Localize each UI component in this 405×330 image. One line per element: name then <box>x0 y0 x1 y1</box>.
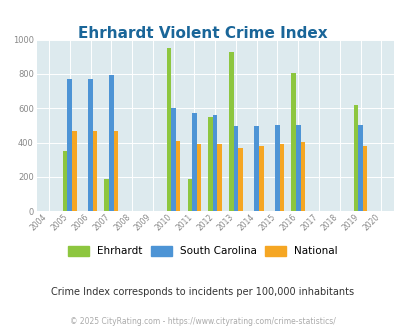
Bar <box>295 125 300 211</box>
Bar <box>291 73 295 211</box>
Bar <box>300 142 305 211</box>
Bar <box>166 48 171 211</box>
Bar <box>358 124 362 211</box>
Bar <box>217 144 222 211</box>
Bar <box>228 52 233 211</box>
Bar <box>275 125 279 211</box>
Bar <box>113 131 118 211</box>
Bar <box>353 105 358 211</box>
Bar <box>279 144 283 211</box>
Bar <box>196 144 201 211</box>
Bar <box>93 131 97 211</box>
Bar <box>212 115 217 211</box>
Bar <box>187 180 192 211</box>
Bar <box>67 79 72 211</box>
Bar <box>63 151 67 211</box>
Bar <box>233 126 238 211</box>
Bar <box>208 117 212 211</box>
Bar <box>175 141 180 211</box>
Text: Ehrhardt Violent Crime Index: Ehrhardt Violent Crime Index <box>78 26 327 41</box>
Bar <box>72 131 77 211</box>
Bar <box>171 108 175 211</box>
Bar <box>104 180 109 211</box>
Text: Crime Index corresponds to incidents per 100,000 inhabitants: Crime Index corresponds to incidents per… <box>51 287 354 297</box>
Bar <box>192 113 196 211</box>
Bar <box>109 75 113 211</box>
Bar <box>238 148 242 211</box>
Bar <box>88 79 93 211</box>
Bar <box>362 146 367 211</box>
Legend: Ehrhardt, South Carolina, National: Ehrhardt, South Carolina, National <box>64 242 341 260</box>
Bar <box>254 126 258 211</box>
Bar <box>258 146 263 211</box>
Text: © 2025 CityRating.com - https://www.cityrating.com/crime-statistics/: © 2025 CityRating.com - https://www.city… <box>70 317 335 326</box>
